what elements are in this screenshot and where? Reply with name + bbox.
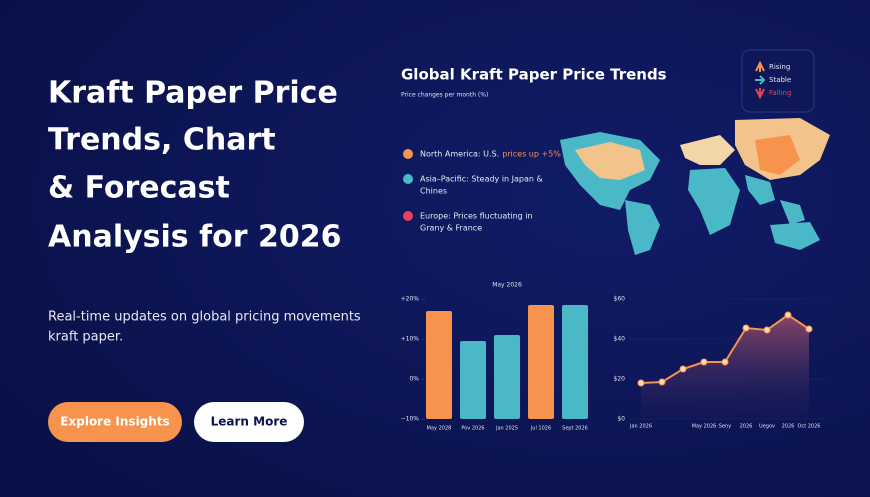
line-point [742,324,750,332]
line-point [805,325,813,333]
x-tick-label: 2026 [782,424,795,430]
bar [460,341,486,419]
y-tick-label: $20 [614,376,626,383]
legend-label: Falling [769,89,791,97]
hero-subtitle: kraft paper. [48,330,123,345]
region-dot [403,211,413,221]
region-dot [403,174,413,184]
button-bg[interactable] [194,402,304,442]
hero-title: Analysis for 2026 [48,220,342,255]
button-bg[interactable] [48,402,182,442]
bar [562,305,588,419]
region-note: North America: U.S. [420,150,499,159]
learn-button[interactable]: Learn More [194,402,304,442]
hero-title: Kraft Paper Price [48,76,338,111]
x-tick-label: May 2028 [427,426,452,432]
y-tick-label: −10% [401,416,420,423]
infographic-title: Global Kraft Paper Price Trends [401,66,667,84]
hero-title: & Forecast [48,171,230,206]
x-tick-label: Seny [719,424,731,430]
legend-label: Rising [769,63,790,71]
line-point [700,358,708,366]
region-note: Chines [420,187,447,196]
x-tick-label: Jul 1026 [530,426,551,432]
y-tick-label: $40 [614,336,626,343]
world-map [560,118,830,255]
line-point [658,378,666,386]
line-point [763,326,771,334]
y-tick-label: 0% [409,376,419,383]
infographic-subtitle: Price changes per month (%) [401,92,488,99]
legend-arrow [755,60,765,72]
x-tick-label: Oct 2026 [798,424,821,430]
line-point [784,311,792,319]
bar [528,305,554,419]
legend-label: Stable [769,76,791,84]
x-tick-label: Uegov [759,424,775,430]
y-tick-label: $60 [614,296,626,303]
button-label[interactable]: Learn More [211,415,288,429]
x-tick-label: 2026 [740,424,753,430]
explore-button[interactable]: Explore Insights [48,402,182,442]
x-tick-label: Jan 2026 [629,424,652,430]
hero-title: Trends, Chart [48,123,276,158]
line-point [637,379,645,387]
x-tick-label: Jan 2025 [495,426,518,432]
legend-arrow [755,88,765,100]
region-dot [403,149,413,159]
y-tick-label: +10% [401,336,420,343]
x-tick-label: May 2026 [692,424,717,430]
region-note: Grany & France [420,224,482,233]
legend-arrow [755,75,766,85]
x-tick-label: Sept 2026 [562,426,588,432]
hero-subtitle: Real-time updates on global pricing move… [48,310,361,325]
bar [426,311,452,419]
line-point [721,358,729,366]
line-area [641,315,809,419]
bar [494,335,520,419]
region-note: Asia–Pacific: Steady in Japan & [420,175,543,184]
chart-title: May 2026 [492,282,522,289]
button-label[interactable]: Explore Insights [60,415,169,429]
region-highlight: prices up +5% [502,150,561,159]
x-tick-label: Pov 2026 [461,426,484,432]
line-point [679,365,687,373]
y-tick-label: $0 [617,416,625,423]
region-note: Europe: Prices fluctuating in [420,212,533,221]
y-tick-label: +20% [401,296,420,303]
